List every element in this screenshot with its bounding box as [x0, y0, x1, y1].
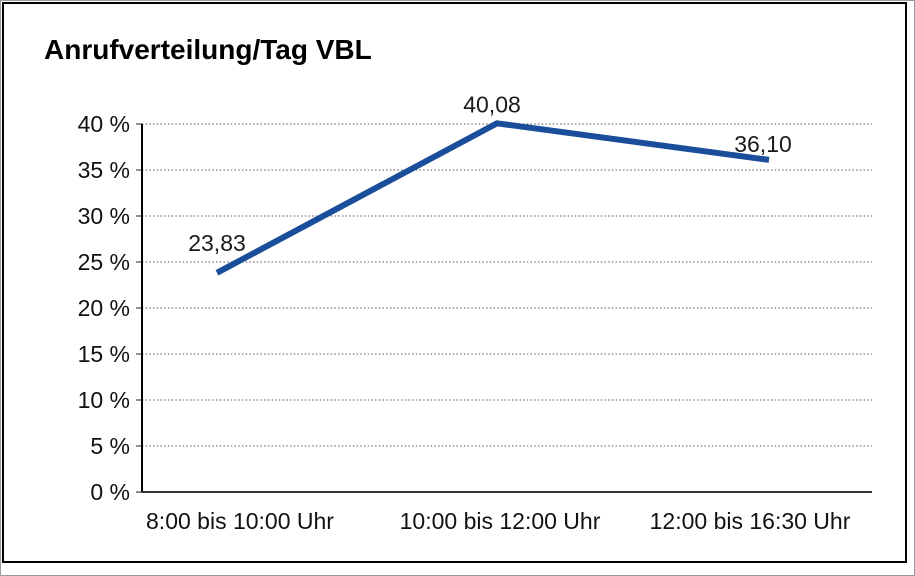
y-axis-tick-label: 20 % [78, 295, 130, 321]
y-axis-tick-label: 0 % [90, 479, 130, 505]
x-axis-category-label: 10:00 bis 12:00 Uhr [400, 508, 601, 534]
y-axis-tick-label: 25 % [78, 249, 130, 275]
chart-title: Anrufverteilung/Tag VBL [44, 34, 372, 65]
y-axis-tick-label: 40 % [78, 111, 130, 137]
y-axis-tick-label: 15 % [78, 341, 130, 367]
y-axis-tick-label: 30 % [78, 203, 130, 229]
y-axis-tick-label: 5 % [90, 433, 130, 459]
y-axis-tick-label: 35 % [78, 157, 130, 183]
data-point-label: 36,10 [734, 131, 792, 157]
data-point-label: 23,83 [188, 230, 246, 256]
chart-frame: Anrufverteilung/Tag VBL [2, 2, 907, 563]
series-line [215, 120, 770, 276]
x-axis-category-label: 12:00 bis 16:30 Uhr [650, 508, 851, 534]
y-axis-tick-label: 10 % [78, 387, 130, 413]
x-axis-category-label: 8:00 bis 10:00 Uhr [146, 508, 334, 534]
data-point-label: 40,08 [463, 91, 521, 117]
